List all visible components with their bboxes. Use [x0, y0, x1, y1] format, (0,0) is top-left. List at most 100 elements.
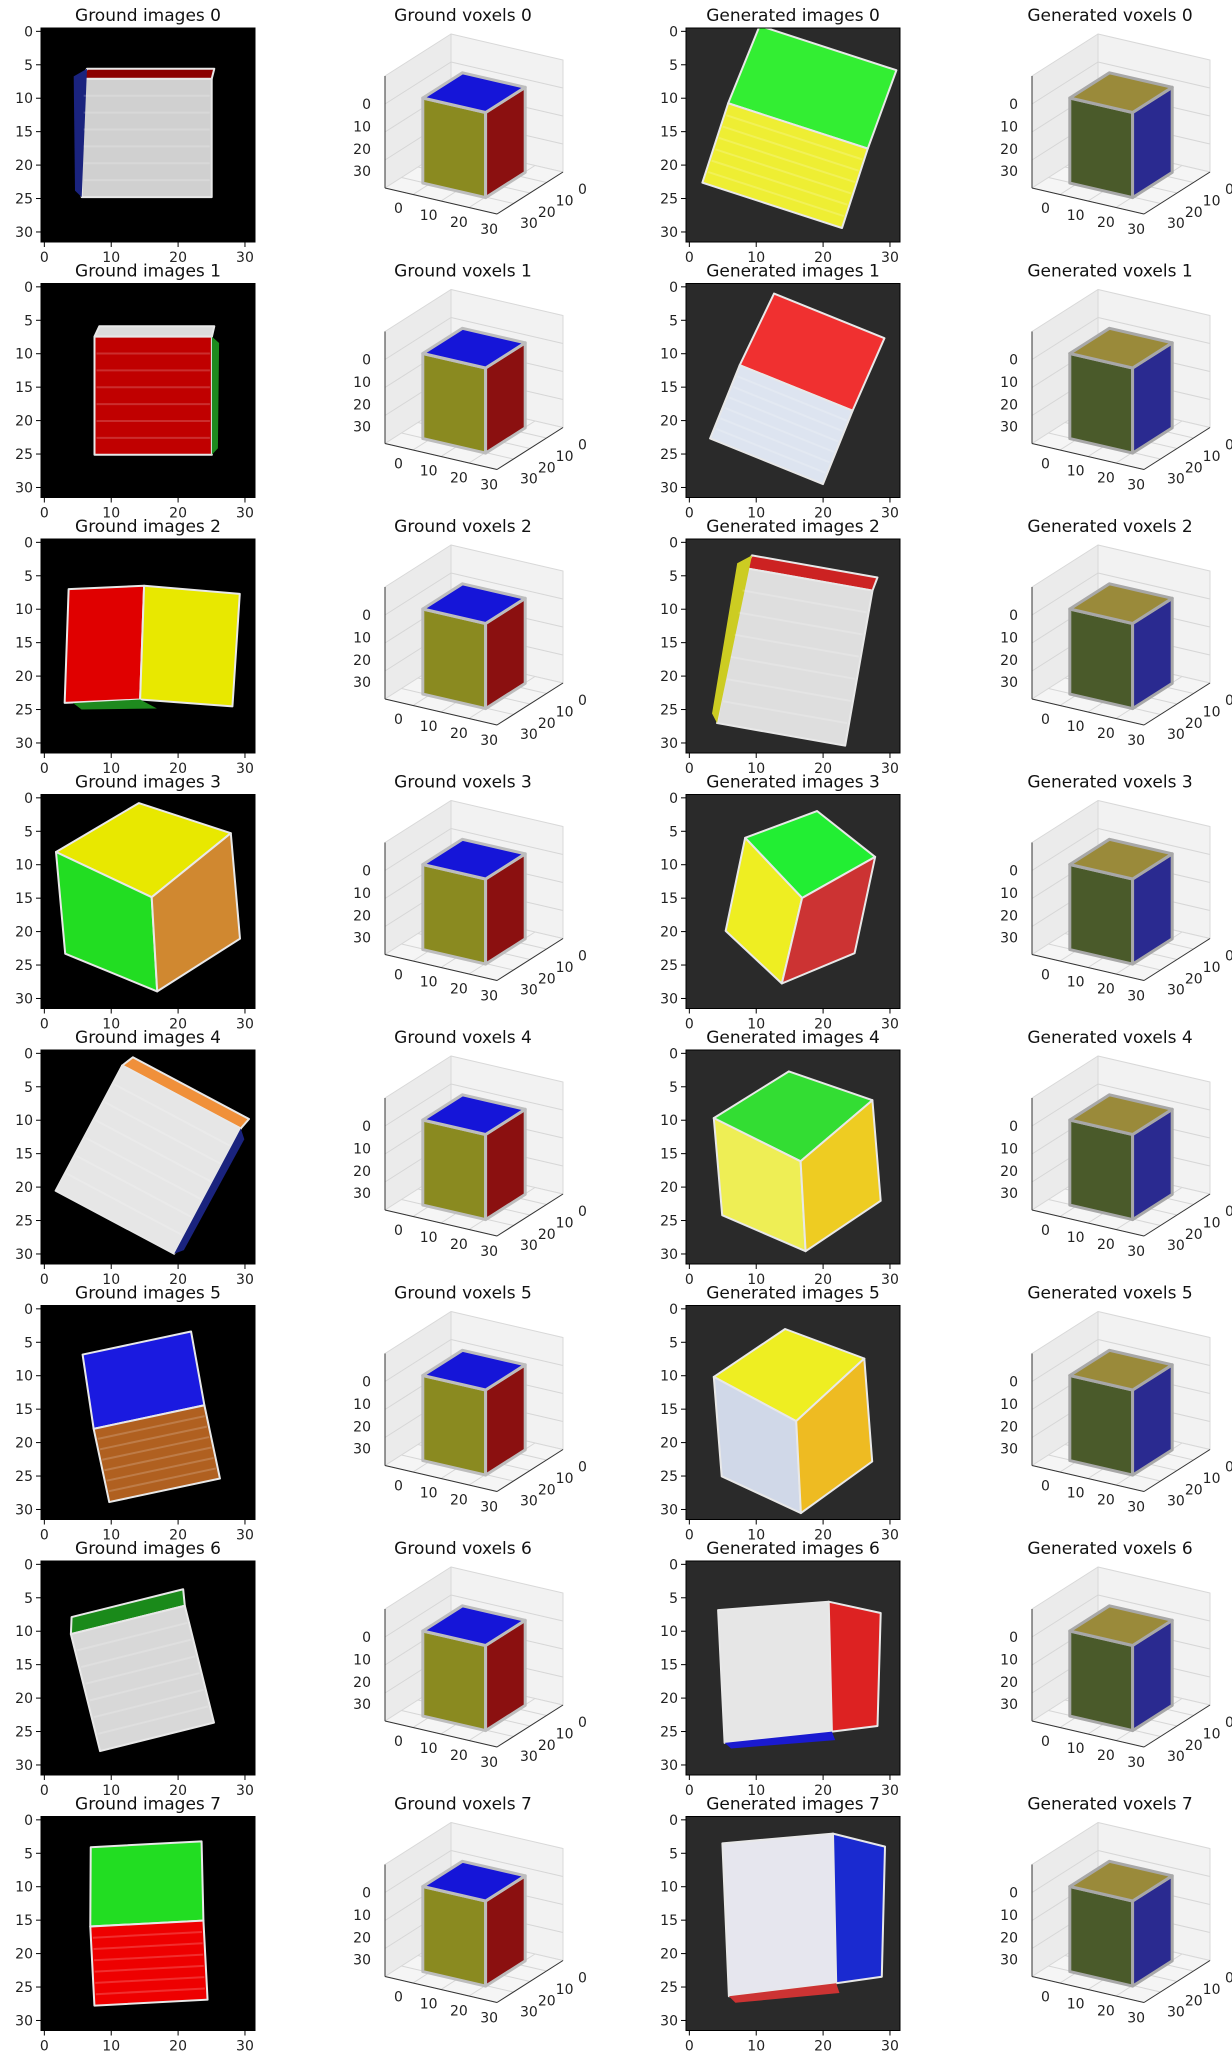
- ground-voxel-ytick-label-4-1: 10: [556, 1216, 574, 1232]
- ground-voxel-xtick-label-4-2: 20: [450, 1237, 468, 1253]
- generated-voxel-ytick-label-3-2: 20: [1185, 971, 1203, 987]
- ground-image-ytick-label-0-3: 15: [15, 125, 33, 141]
- ground-voxel-xtick-label-3-2: 20: [450, 982, 468, 998]
- ground-voxel-cube-front-0: [421, 96, 488, 200]
- generated-voxel-grid-a-4-3: [1097, 1083, 1211, 1111]
- generated-image-xtick-label-6-0: 0: [685, 1783, 694, 1799]
- ground-image-face-a-2: [63, 584, 146, 704]
- generated-image-texture-0-6: [707, 171, 845, 218]
- generated-voxel-xtick-label-6-2: 20: [1097, 1748, 1115, 1764]
- ground-image-texture-7-6: [95, 1987, 205, 1996]
- ground-image-texture-5-1: [97, 1415, 205, 1440]
- ground-voxel-cube-top-0: [421, 71, 527, 114]
- generated-image-face-b-0: [701, 102, 869, 230]
- generated-voxel-title-3: Generated voxels 3: [1027, 773, 1192, 793]
- ground-voxel-ztick-label-7-2: 10: [353, 1908, 371, 1924]
- ground-voxel-cube-front-3: [421, 863, 488, 966]
- ground-image-axes-frame-5: [40, 1305, 256, 1520]
- ground-image-cube-5: [81, 1330, 221, 1504]
- ground-image-xtick-label-3-2: 20: [169, 1017, 187, 1033]
- generated-voxel-grid-a-6-3: [1097, 1594, 1211, 1622]
- generated-voxel-cube-front-6: [1068, 1629, 1135, 1733]
- ground-voxel-ztick-label-5-3: 0: [362, 1375, 371, 1391]
- ground-voxel-cube-top-5: [421, 1348, 527, 1392]
- ground-voxel-ztick-label-6-0: 30: [353, 1697, 371, 1713]
- ground-voxel-ztick-label-6-1: 20: [353, 1675, 371, 1691]
- ground-voxel-ztick-label-6-3: 0: [362, 1630, 371, 1646]
- generated-image-ytick-label-6-2: 10: [660, 1624, 678, 1640]
- generated-image-title-7: Generated images 7: [706, 1795, 880, 1815]
- ground-image-texture-7-3: [94, 1953, 204, 1962]
- ground-image-xtick-label-6-1: 10: [102, 1783, 120, 1799]
- generated-voxel-title-4: Generated voxels 4: [1027, 1028, 1192, 1048]
- ground-image-xtick-label-7-1: 10: [102, 2039, 120, 2055]
- ground-image-xtick-label-6-0: 0: [40, 1783, 49, 1799]
- ground-image-texture-7-5: [95, 1976, 205, 1984]
- ground-voxel-xtick-label-5-1: 10: [420, 1486, 438, 1502]
- ground-voxel-grid-a-7-3: [450, 1850, 564, 1877]
- generated-voxel-title-7: Generated voxels 7: [1027, 1795, 1192, 1815]
- ground-voxel-yaxis-4: [496, 1193, 564, 1237]
- ground-voxel-xtick-label-2-3: 30: [480, 733, 498, 749]
- ground-image-panel-2: Ground images 2 0 10 20 30 0 5 10 15 20 25 30: [15, 517, 256, 777]
- ground-image-texture-5-3: [102, 1436, 210, 1461]
- generated-voxel-ztick-label-4-1: 20: [1000, 1164, 1018, 1180]
- generated-voxel-ztick-label-7-0: 30: [1000, 1953, 1018, 1969]
- ground-image-xtick-label-3-3: 30: [236, 1017, 254, 1033]
- ground-image-ytick-label-7-4: 20: [15, 1947, 33, 1963]
- ground-image-ytick-label-5-0: 0: [24, 1302, 33, 1318]
- generated-voxel-title-6: Generated voxels 6: [1027, 1539, 1192, 1559]
- generated-voxel-xtick-label-2-3: 30: [1127, 733, 1145, 749]
- ground-voxel-cube-top-6: [421, 1604, 527, 1647]
- ground-image-ytick-label-3-4: 20: [15, 925, 33, 941]
- generated-voxel-xtick-label-5-1: 10: [1067, 1486, 1085, 1502]
- ground-image-ytick-label-6-6: 30: [15, 1758, 33, 1774]
- generated-image-ytick-label-1-6: 30: [660, 480, 678, 496]
- generated-voxel-ytick-label-5-3: 30: [1167, 1494, 1185, 1510]
- generated-image-axes-frame-7: [685, 1816, 901, 2031]
- ground-image-panel-3: Ground images 3 0 10 20 30 0 5 10 15 20 25 30: [15, 773, 256, 1033]
- generated-image-texture-2-3: [734, 633, 859, 658]
- ground-voxel-ytick-label-3-1: 10: [556, 960, 574, 976]
- generated-voxel-grid-b-6-3: [1031, 1594, 1099, 1638]
- ground-image-image-content-0: [73, 67, 216, 199]
- generated-image-ytick-label-7-6: 30: [660, 2013, 678, 2029]
- generated-image-xtick-label-1-0: 0: [685, 506, 694, 522]
- generated-image-texture-1-3: [728, 396, 839, 443]
- ground-voxel-ztick-label-5-0: 30: [353, 1442, 371, 1458]
- generated-image-ytick-label-6-0: 0: [669, 1557, 678, 1573]
- ground-voxel-xtick-label-7-1: 10: [420, 1997, 438, 2013]
- generated-image-face-b-7: [832, 1832, 886, 1985]
- ground-voxel-ytick-label-3-0: 0: [578, 949, 587, 965]
- generated-voxel-xtick-label-3-1: 10: [1067, 975, 1085, 991]
- generated-image-ytick-label-1-5: 25: [660, 447, 678, 463]
- generated-image-ytick-label-5-2: 10: [660, 1369, 678, 1385]
- generated-voxel-ytick-label-2-1: 10: [1203, 705, 1221, 721]
- generated-image-title-4: Generated images 4: [706, 1028, 880, 1048]
- ground-voxel-xtick-label-4-1: 10: [420, 1230, 438, 1246]
- ground-image-ytick-label-1-2: 10: [15, 347, 33, 363]
- generated-voxel-xtick-label-4-3: 30: [1127, 1244, 1145, 1260]
- ground-image-ytick-label-2-0: 0: [24, 535, 33, 551]
- generated-voxel-ztick-label-0-0: 30: [1000, 164, 1018, 180]
- generated-voxel-ytick-label-7-2: 20: [1185, 1993, 1203, 2009]
- ground-image-ytick-label-4-1: 5: [24, 1080, 33, 1096]
- generated-voxel-cube-front-1: [1068, 352, 1135, 455]
- generated-voxel-cube-top-0: [1068, 71, 1174, 114]
- generated-image-face-b-6: [827, 1600, 882, 1733]
- ground-image-texture-5-4: [104, 1446, 212, 1472]
- ground-image-ytick-label-3-1: 5: [24, 824, 33, 840]
- ground-voxel-ytick-label-3-2: 20: [538, 971, 556, 987]
- generated-image-ytick-label-5-1: 5: [669, 1335, 678, 1351]
- ground-image-ytick-label-6-0: 0: [24, 1557, 33, 1573]
- generated-image-panel-4: Generated images 4 0 10 20 30 0 5 10 15 20 25 30: [660, 1028, 901, 1288]
- ground-image-image-content-2: [63, 584, 241, 710]
- ground-image-title-4: Ground images 4: [75, 1028, 221, 1048]
- ground-voxel-ytick-label-7-1: 10: [556, 1982, 574, 1998]
- generated-image-xtick-label-4-0: 0: [685, 1272, 694, 1288]
- generated-image-xtick-label-6-1: 10: [747, 1783, 765, 1799]
- ground-voxel-xaxis-3: [384, 954, 498, 981]
- generated-image-ytick-label-7-2: 10: [660, 1880, 678, 1896]
- ground-image-texture-7-2: [93, 1942, 203, 1951]
- generated-voxel-ztick-label-6-0: 30: [1000, 1697, 1018, 1713]
